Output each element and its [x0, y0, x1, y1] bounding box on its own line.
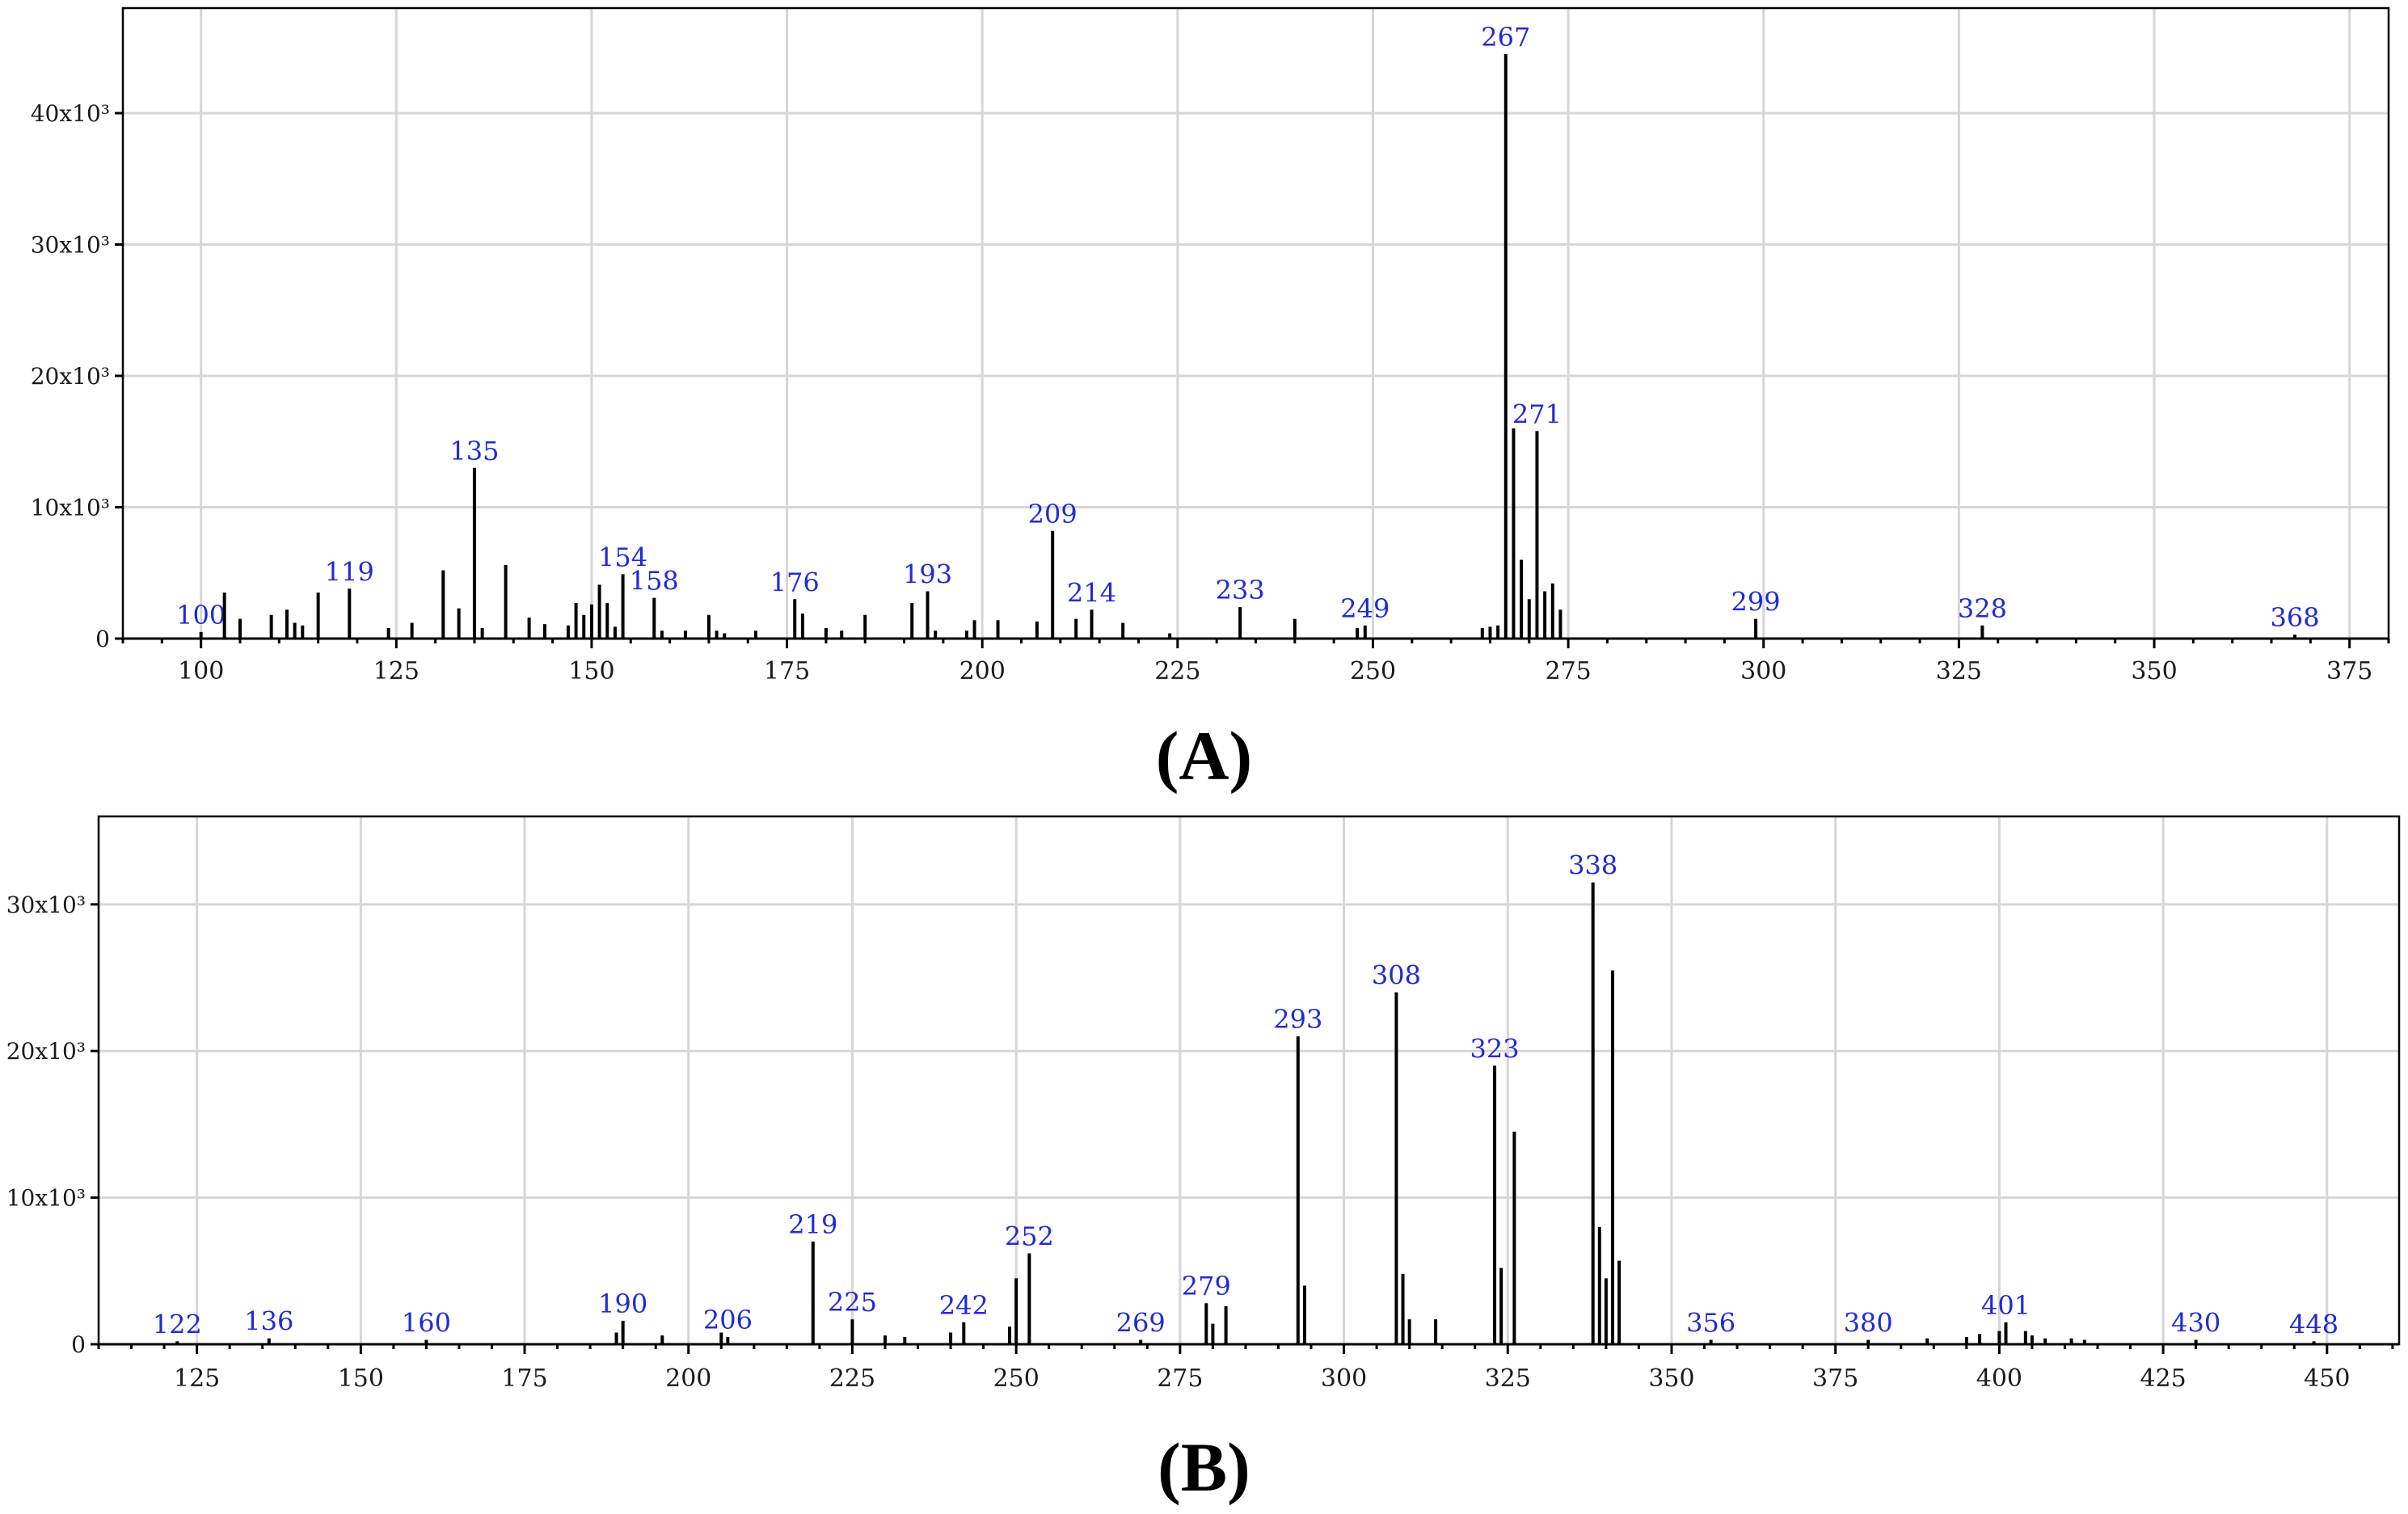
- plot-frame: [121, 6, 2390, 640]
- x-tick-label: 250: [1350, 657, 1396, 685]
- peak-label: 252: [1005, 1221, 1054, 1252]
- peak-label: 158: [630, 566, 679, 597]
- peak-label: 160: [402, 1308, 451, 1339]
- x-tick-label: 350: [1648, 1364, 1694, 1393]
- y-tick-label: 40x10³: [31, 100, 110, 127]
- peak-label: 122: [153, 1309, 202, 1339]
- x-tick-label: 200: [959, 657, 1006, 685]
- y-tick-label: 0: [71, 1331, 86, 1358]
- peak-label: 249: [1340, 593, 1390, 624]
- plot-frame: [97, 815, 2401, 1346]
- peak-label: 308: [1372, 960, 1421, 991]
- x-tick-label: 275: [1157, 1364, 1203, 1393]
- x-tick-label: 125: [373, 657, 420, 685]
- peak-label: 190: [598, 1288, 647, 1319]
- peak-label: 279: [1182, 1271, 1231, 1301]
- y-tick-label: 30x10³: [6, 892, 86, 918]
- peak-label: 136: [244, 1306, 293, 1337]
- peak-label: 269: [1116, 1308, 1166, 1339]
- y-tick-label: 10x10³: [6, 1185, 86, 1212]
- peak-label: 135: [449, 436, 499, 466]
- x-tick-label: 325: [1936, 657, 1982, 685]
- x-tick-label: 350: [2131, 657, 2177, 685]
- peak-label: 338: [1568, 850, 1617, 881]
- x-tick-label: 150: [568, 657, 614, 685]
- spectrum-chart-b: 125 150 175 200 225 250 275 300 325 350 375 400 425 4…: [6, 815, 2401, 1393]
- y-tick-label: 20x10³: [6, 1038, 86, 1065]
- x-tick-label: 300: [1321, 1364, 1367, 1393]
- x-tick-label: 325: [1485, 1364, 1531, 1393]
- peak-label: 176: [770, 567, 820, 597]
- peak-label: 401: [1981, 1290, 2031, 1321]
- spectrum-chart-a: 100 125 150 175 200 225 250 275 300 325 350 375 0 10x…: [31, 6, 2390, 685]
- x-tick-label: 250: [993, 1364, 1040, 1393]
- peak-label: 356: [1686, 1308, 1735, 1339]
- peak-label: 225: [828, 1287, 877, 1318]
- peak-label: 271: [1512, 399, 1562, 429]
- x-tick-label: 400: [1976, 1364, 2022, 1393]
- peak-label: 448: [2289, 1309, 2338, 1339]
- y-tick-label: 30x10³: [31, 232, 110, 259]
- x-tick-label: 225: [1154, 657, 1200, 685]
- peak-label: 293: [1273, 1004, 1322, 1035]
- peak-label: 328: [1958, 593, 2007, 624]
- peak-label: 242: [939, 1290, 989, 1321]
- x-tick-label: 175: [764, 657, 810, 685]
- peak-label: 368: [2270, 602, 2319, 633]
- peak-label: 233: [1216, 575, 1265, 605]
- peak-label: 430: [2171, 1308, 2220, 1339]
- y-tick-label: 0: [95, 626, 110, 652]
- peak-label: 267: [1481, 22, 1530, 53]
- x-tick-label: 100: [178, 657, 224, 685]
- peak-label: 206: [703, 1305, 753, 1335]
- y-tick-label: 20x10³: [31, 363, 110, 390]
- peak-label: 100: [176, 600, 226, 630]
- x-tick-label: 425: [2140, 1364, 2186, 1393]
- peak-label: 119: [325, 556, 374, 587]
- x-tick-label: 150: [338, 1364, 384, 1393]
- x-tick-label: 375: [1812, 1364, 1858, 1393]
- x-tick-label: 125: [174, 1364, 220, 1393]
- x-tick-label: 300: [1740, 657, 1786, 685]
- peak-label: 219: [788, 1209, 837, 1240]
- x-tick-label: 200: [665, 1364, 711, 1393]
- peak-label: 154: [598, 542, 647, 572]
- x-tick-label: 225: [829, 1364, 875, 1393]
- y-tick-label: 10x10³: [31, 495, 110, 521]
- panel-label-b: (B): [1158, 1428, 1250, 1506]
- x-tick-label: 450: [2304, 1364, 2350, 1393]
- x-tick-label: 175: [501, 1364, 547, 1393]
- peak-label: 299: [1731, 587, 1781, 618]
- peak-label: 193: [903, 559, 952, 590]
- panel-label-a: (A): [1155, 717, 1253, 795]
- peak-label: 214: [1067, 577, 1116, 608]
- peak-label: 209: [1028, 499, 1077, 529]
- peak-label: 380: [1844, 1308, 1893, 1339]
- x-tick-label: 275: [1545, 657, 1591, 685]
- x-tick-label: 375: [2326, 657, 2372, 685]
- peak-label: 323: [1470, 1033, 1520, 1064]
